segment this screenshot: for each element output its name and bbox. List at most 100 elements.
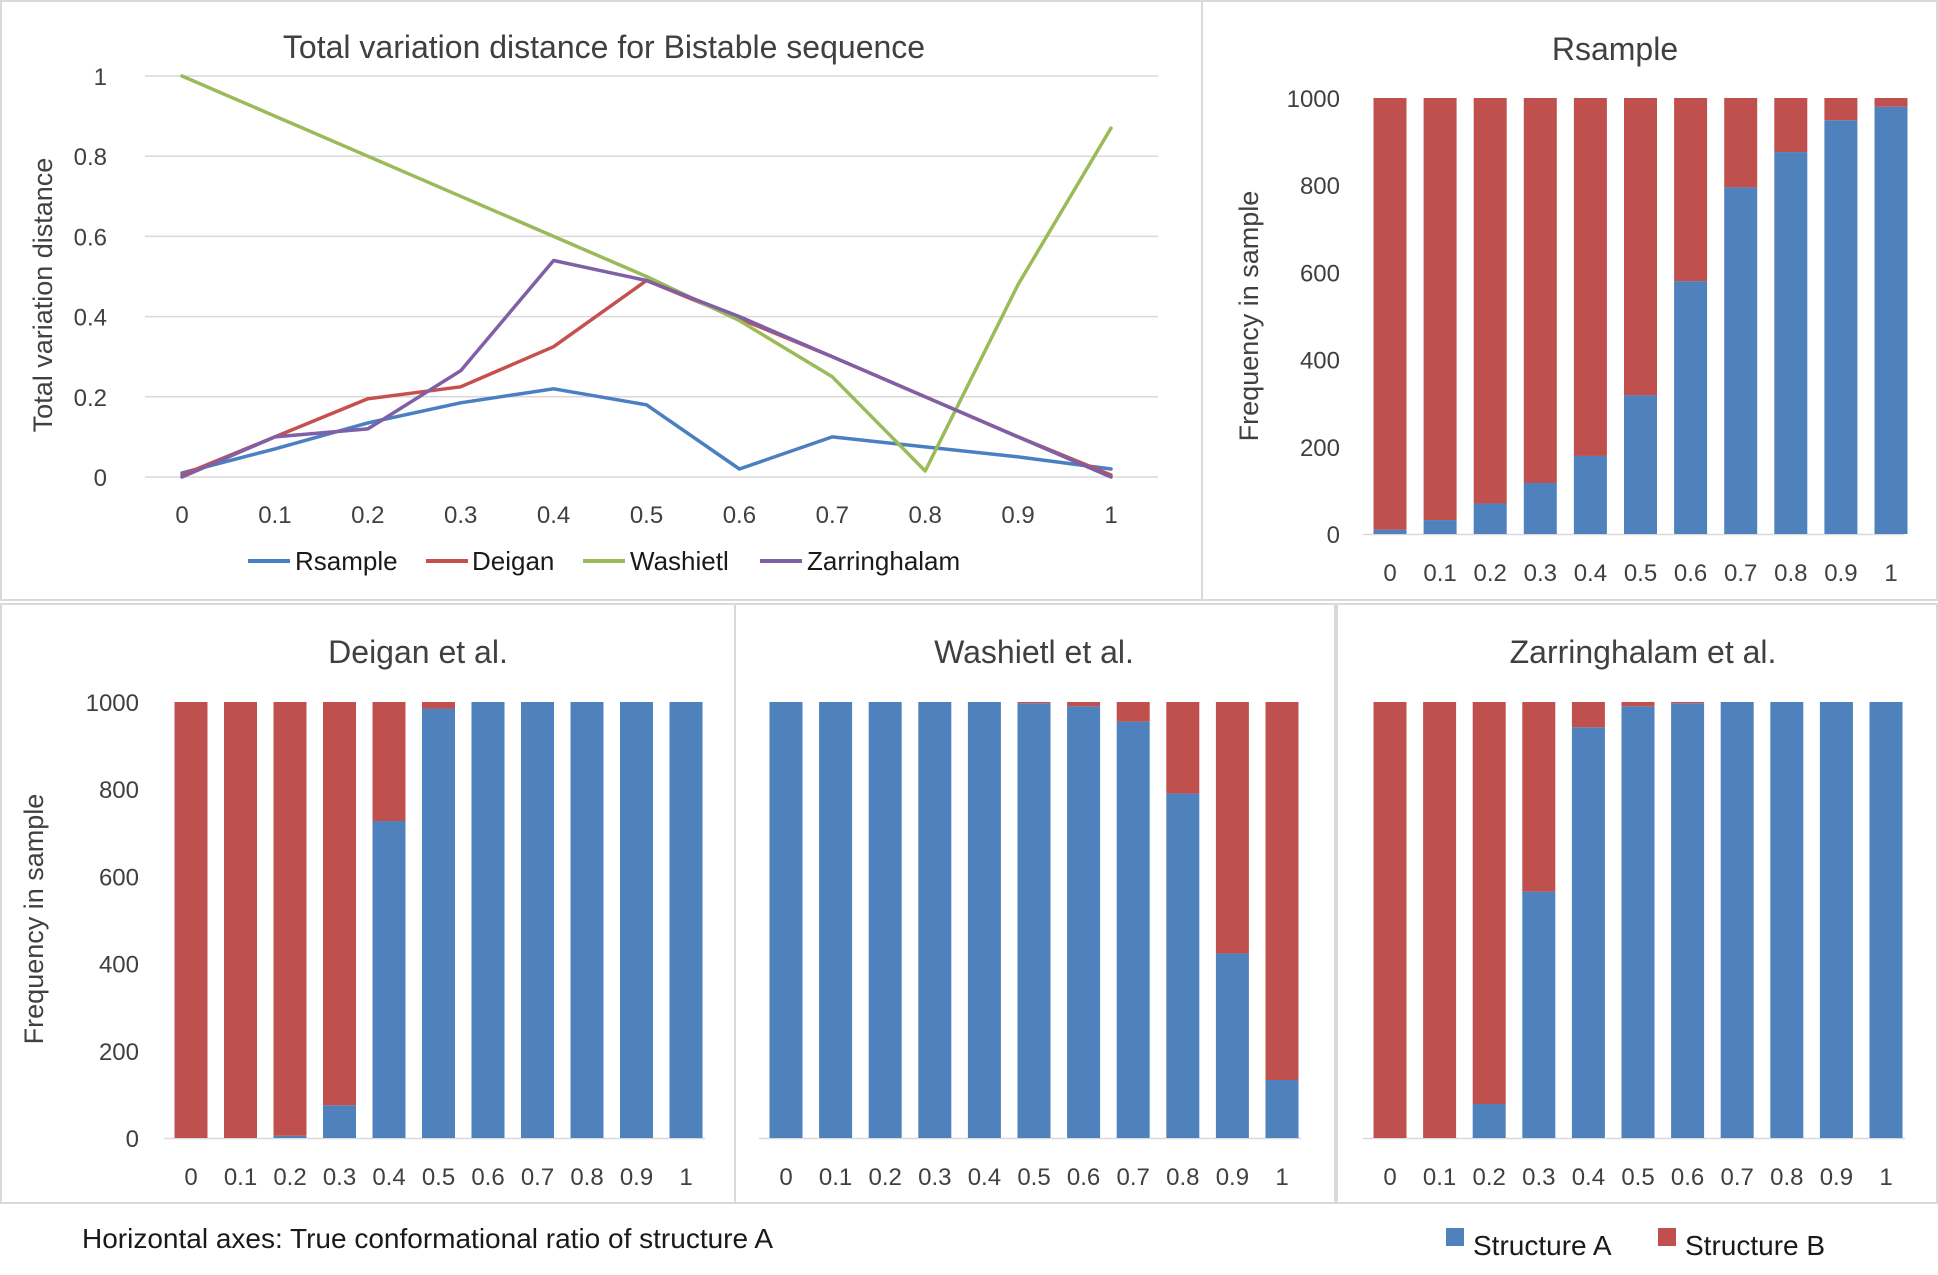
rsample-ylabel: Frequency in sample: [1234, 191, 1264, 442]
deigan-bar-structure-b: [174, 702, 208, 1138]
rsample-bar-structure-b: [1874, 98, 1908, 107]
tvd-y-tick-label: 0: [94, 465, 107, 492]
legend-label-washietl: Washietl: [630, 546, 729, 576]
rsample-bar-structure-b: [1724, 98, 1758, 188]
rsample-x-tick-label: 0.2: [1474, 560, 1507, 587]
panel-border-washietl: [734, 603, 1336, 1204]
tvd-x-tick-label: 0.6: [723, 502, 756, 529]
washietl-bar-structure-a: [1067, 706, 1101, 1138]
washietl-x-tick-label: 0.9: [1216, 1164, 1249, 1191]
tvd-x-tick-label: 0: [175, 502, 188, 529]
deigan-title: Deigan et al.: [328, 634, 508, 670]
washietl-bar-structure-a: [918, 702, 952, 1138]
washietl-title: Washietl et al.: [934, 634, 1134, 670]
deigan-y-tick-label: 400: [99, 952, 139, 979]
zarringhalam-bar-structure-a: [1671, 703, 1705, 1138]
rsample-bar-structure-a: [1674, 281, 1708, 534]
deigan-x-tick-label: 0.4: [372, 1164, 405, 1191]
legend-label-deigan: Deigan: [472, 546, 554, 576]
deigan-bar-structure-a: [372, 821, 406, 1138]
zarringhalam-x-tick-label: 1: [1879, 1164, 1892, 1191]
zarringhalam-bar-structure-b: [1621, 702, 1655, 707]
rsample-bar-structure-b: [1423, 98, 1457, 521]
rsample-y-tick-label: 600: [1300, 260, 1340, 287]
tvd-x-tick-label: 0.7: [816, 502, 849, 529]
zarringhalam-bar-structure-a: [1472, 1103, 1506, 1138]
rsample-bar-structure-b: [1573, 98, 1607, 456]
rsample-x-tick-label: 0: [1383, 560, 1396, 587]
washietl-bar-structure-a: [1166, 793, 1200, 1138]
zarringhalam-plot: 0 0.1 0.2 0.3 0.4 0.5 0.6 0.7 0.8 0.9 1: [1363, 702, 1905, 1191]
washietl-bar-structure-a: [1116, 721, 1150, 1138]
deigan-y-tick-label: 800: [99, 777, 139, 804]
zarringhalam-bar-structure-a: [1720, 702, 1754, 1138]
legend-label-zarringhalam: Zarringhalam: [807, 546, 960, 576]
washietl-bar-structure-a: [1265, 1080, 1299, 1138]
tvd-x-ticks: 0 0.1 0.2 0.3 0.4 0.5 0.6 0.7 0.8 0.9 1: [175, 502, 1117, 529]
tvd-y-tick-label: 0.4: [74, 305, 107, 332]
tvd-y-tick-label: 0.6: [74, 224, 107, 251]
panel-border-zarringhalam: [1336, 603, 1938, 1204]
deigan-plot: 0 0.1 0.2 0.3 0.4 0.5 0.6 0.7 0.8 0.9 1 0 200 400 600 8…: [86, 690, 705, 1191]
tvd-y-tick-label: 1: [94, 64, 107, 91]
zarringhalam-x-tick-label: 0.7: [1721, 1164, 1754, 1191]
structure-legend: Structure A Structure B: [1446, 1228, 1825, 1261]
rsample-bar-structure-b: [1523, 98, 1557, 483]
deigan-bar-structure-b: [323, 702, 356, 1106]
rsample-y-tick-label: 400: [1300, 348, 1340, 375]
tvd-y-ticks: 0 0.2 0.4 0.6 0.8 1: [74, 64, 107, 492]
rsample-bar-structure-b: [1674, 98, 1708, 282]
rsample-x-tick-label: 0.7: [1724, 560, 1757, 587]
tvd-x-tick-label: 0.8: [909, 502, 942, 529]
deigan-bar-structure-b: [224, 702, 257, 1138]
rsample-title: Rsample: [1552, 31, 1678, 67]
tvd-gridlines: [145, 75, 1158, 478]
zarringhalam-bar-structure-b: [1671, 702, 1705, 704]
tvd-line-washietl: [180, 74, 1113, 473]
rsample-bar-structure-a: [1423, 520, 1457, 534]
tvd-y-tick-label: 0.8: [74, 144, 107, 171]
washietl-bar-structure-a: [1017, 703, 1051, 1138]
deigan-x-tick-label: 0.3: [323, 1164, 356, 1191]
deigan-x-tick-label: 0.9: [620, 1164, 653, 1191]
rsample-bar-structure-a: [1373, 529, 1407, 534]
tvd-x-tick-label: 0.2: [351, 502, 384, 529]
tvd-line-zarringhalam: [180, 258, 1113, 479]
legend-swatch-structure-a: [1446, 1228, 1464, 1246]
deigan-y-tick-label: 1000: [86, 690, 139, 717]
rsample-bar-structure-b: [1824, 98, 1858, 121]
tvd-legend: Rsample Deigan Washietl Zarringhalam: [248, 546, 960, 576]
deigan-bar-structure-a: [620, 702, 653, 1138]
legend-label-rsample: Rsample: [295, 546, 398, 576]
rsample-bar-structure-a: [1824, 120, 1858, 535]
washietl-bar-structure-a: [769, 702, 803, 1138]
legend-label-structure-b: Structure B: [1685, 1230, 1825, 1261]
washietl-x-tick-label: 0: [779, 1164, 792, 1191]
rsample-x-tick-label: 0.1: [1423, 560, 1456, 587]
washietl-x-tick-label: 0.5: [1017, 1164, 1050, 1191]
rsample-plot: 0 0.1 0.2 0.3 0.4 0.5 0.6 0.7 0.8 0.9 1 0 200 400 600 8…: [1287, 86, 1908, 587]
washietl-bar-structure-b: [1166, 702, 1200, 794]
rsample-y-tick-label: 200: [1300, 435, 1340, 462]
rsample-bar-structure-b: [1473, 98, 1507, 504]
washietl-bar-structure-b: [1017, 702, 1051, 704]
deigan-x-tick-label: 1: [679, 1164, 692, 1191]
deigan-bar-structure-a: [273, 1135, 307, 1138]
rsample-y-tick-label: 1000: [1287, 86, 1340, 113]
deigan-x-tick-label: 0.8: [570, 1164, 603, 1191]
deigan-y-tick-label: 600: [99, 864, 139, 891]
washietl-x-tick-label: 0.4: [968, 1164, 1001, 1191]
legend-label-structure-a: Structure A: [1473, 1230, 1612, 1261]
deigan-x-tick-label: 0: [184, 1164, 197, 1191]
rsample-x-tick-label: 0.3: [1524, 560, 1557, 587]
rsample-y-tick-label: 0: [1327, 522, 1340, 549]
zarringhalam-x-tick-label: 0.6: [1671, 1164, 1704, 1191]
rsample-bar-structure-a: [1473, 503, 1507, 534]
deigan-x-tick-label: 0.6: [471, 1164, 504, 1191]
tvd-x-tick-label: 0.3: [444, 502, 477, 529]
zarringhalam-bar-structure-a: [1571, 727, 1605, 1138]
rsample-x-tick-label: 0.6: [1674, 560, 1707, 587]
horizontal-axes-note: Horizontal axes: True conformational rat…: [82, 1223, 773, 1254]
tvd-x-tick-label: 1: [1104, 502, 1117, 529]
